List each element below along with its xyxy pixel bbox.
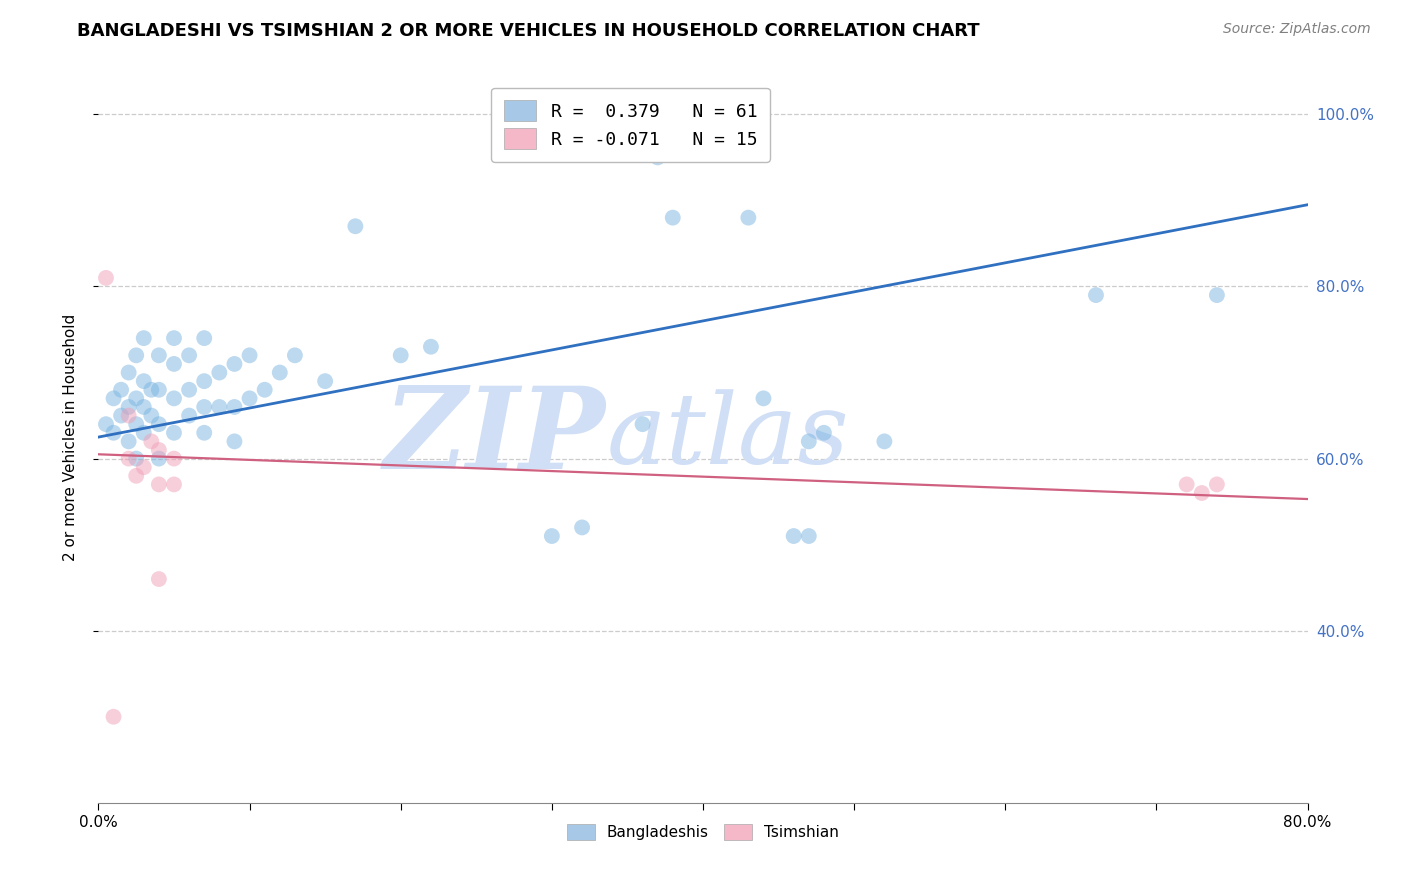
Point — [1085, 288, 1108, 302]
Point — [193, 425, 215, 440]
Text: BANGLADESHI VS TSIMSHIAN 2 OR MORE VEHICLES IN HOUSEHOLD CORRELATION CHART: BANGLADESHI VS TSIMSHIAN 2 OR MORE VEHIC… — [77, 22, 980, 40]
Point — [193, 400, 215, 414]
Point — [571, 520, 593, 534]
Point — [118, 434, 141, 449]
Point — [132, 374, 155, 388]
Point — [141, 383, 163, 397]
Point — [148, 451, 170, 466]
Text: atlas: atlas — [606, 390, 849, 484]
Point — [163, 357, 186, 371]
Point — [125, 348, 148, 362]
Point — [163, 392, 186, 406]
Point — [163, 477, 186, 491]
Point — [647, 150, 669, 164]
Point — [239, 348, 262, 362]
Text: ZIP: ZIP — [384, 382, 606, 492]
Point — [661, 211, 683, 225]
Point — [797, 434, 820, 449]
Point — [148, 417, 170, 432]
Point — [141, 434, 163, 449]
Point — [110, 409, 132, 423]
Text: Source: ZipAtlas.com: Source: ZipAtlas.com — [1223, 22, 1371, 37]
Point — [193, 374, 215, 388]
Point — [163, 425, 186, 440]
Legend: Bangladeshis, Tsimshian: Bangladeshis, Tsimshian — [561, 818, 845, 847]
Point — [148, 348, 170, 362]
Point — [193, 331, 215, 345]
Point — [813, 425, 835, 440]
Point — [148, 383, 170, 397]
Point — [389, 348, 412, 362]
Point — [132, 460, 155, 475]
Point — [1206, 288, 1229, 302]
Point — [118, 366, 141, 380]
Point — [737, 211, 759, 225]
Point — [118, 409, 141, 423]
Point — [752, 392, 775, 406]
Point — [314, 374, 336, 388]
Point — [540, 529, 562, 543]
Point — [163, 451, 186, 466]
Point — [208, 366, 231, 380]
Point — [125, 417, 148, 432]
Point — [797, 529, 820, 543]
Point — [94, 417, 117, 432]
Point — [1206, 477, 1229, 491]
Point — [269, 366, 291, 380]
Point — [103, 425, 125, 440]
Point — [224, 357, 246, 371]
Point — [103, 392, 125, 406]
Point — [179, 409, 201, 423]
Point — [284, 348, 307, 362]
Point — [118, 451, 141, 466]
Point — [1175, 477, 1198, 491]
Point — [103, 710, 125, 724]
Point — [94, 271, 117, 285]
Point — [179, 383, 201, 397]
Point — [1191, 486, 1213, 500]
Point — [239, 392, 262, 406]
Point — [873, 434, 896, 449]
Point — [110, 383, 132, 397]
Point — [631, 417, 654, 432]
Point — [148, 477, 170, 491]
Point — [420, 340, 443, 354]
Point — [118, 400, 141, 414]
Point — [783, 529, 806, 543]
Point — [148, 572, 170, 586]
Point — [179, 348, 201, 362]
Point — [132, 400, 155, 414]
Point — [125, 451, 148, 466]
Point — [163, 331, 186, 345]
Point — [141, 409, 163, 423]
Point — [125, 468, 148, 483]
Point — [224, 400, 246, 414]
Y-axis label: 2 or more Vehicles in Household: 2 or more Vehicles in Household — [63, 313, 77, 561]
Point — [208, 400, 231, 414]
Point — [253, 383, 276, 397]
Point — [125, 392, 148, 406]
Point — [132, 331, 155, 345]
Point — [132, 425, 155, 440]
Point — [224, 434, 246, 449]
Point — [344, 219, 367, 234]
Point — [148, 442, 170, 457]
